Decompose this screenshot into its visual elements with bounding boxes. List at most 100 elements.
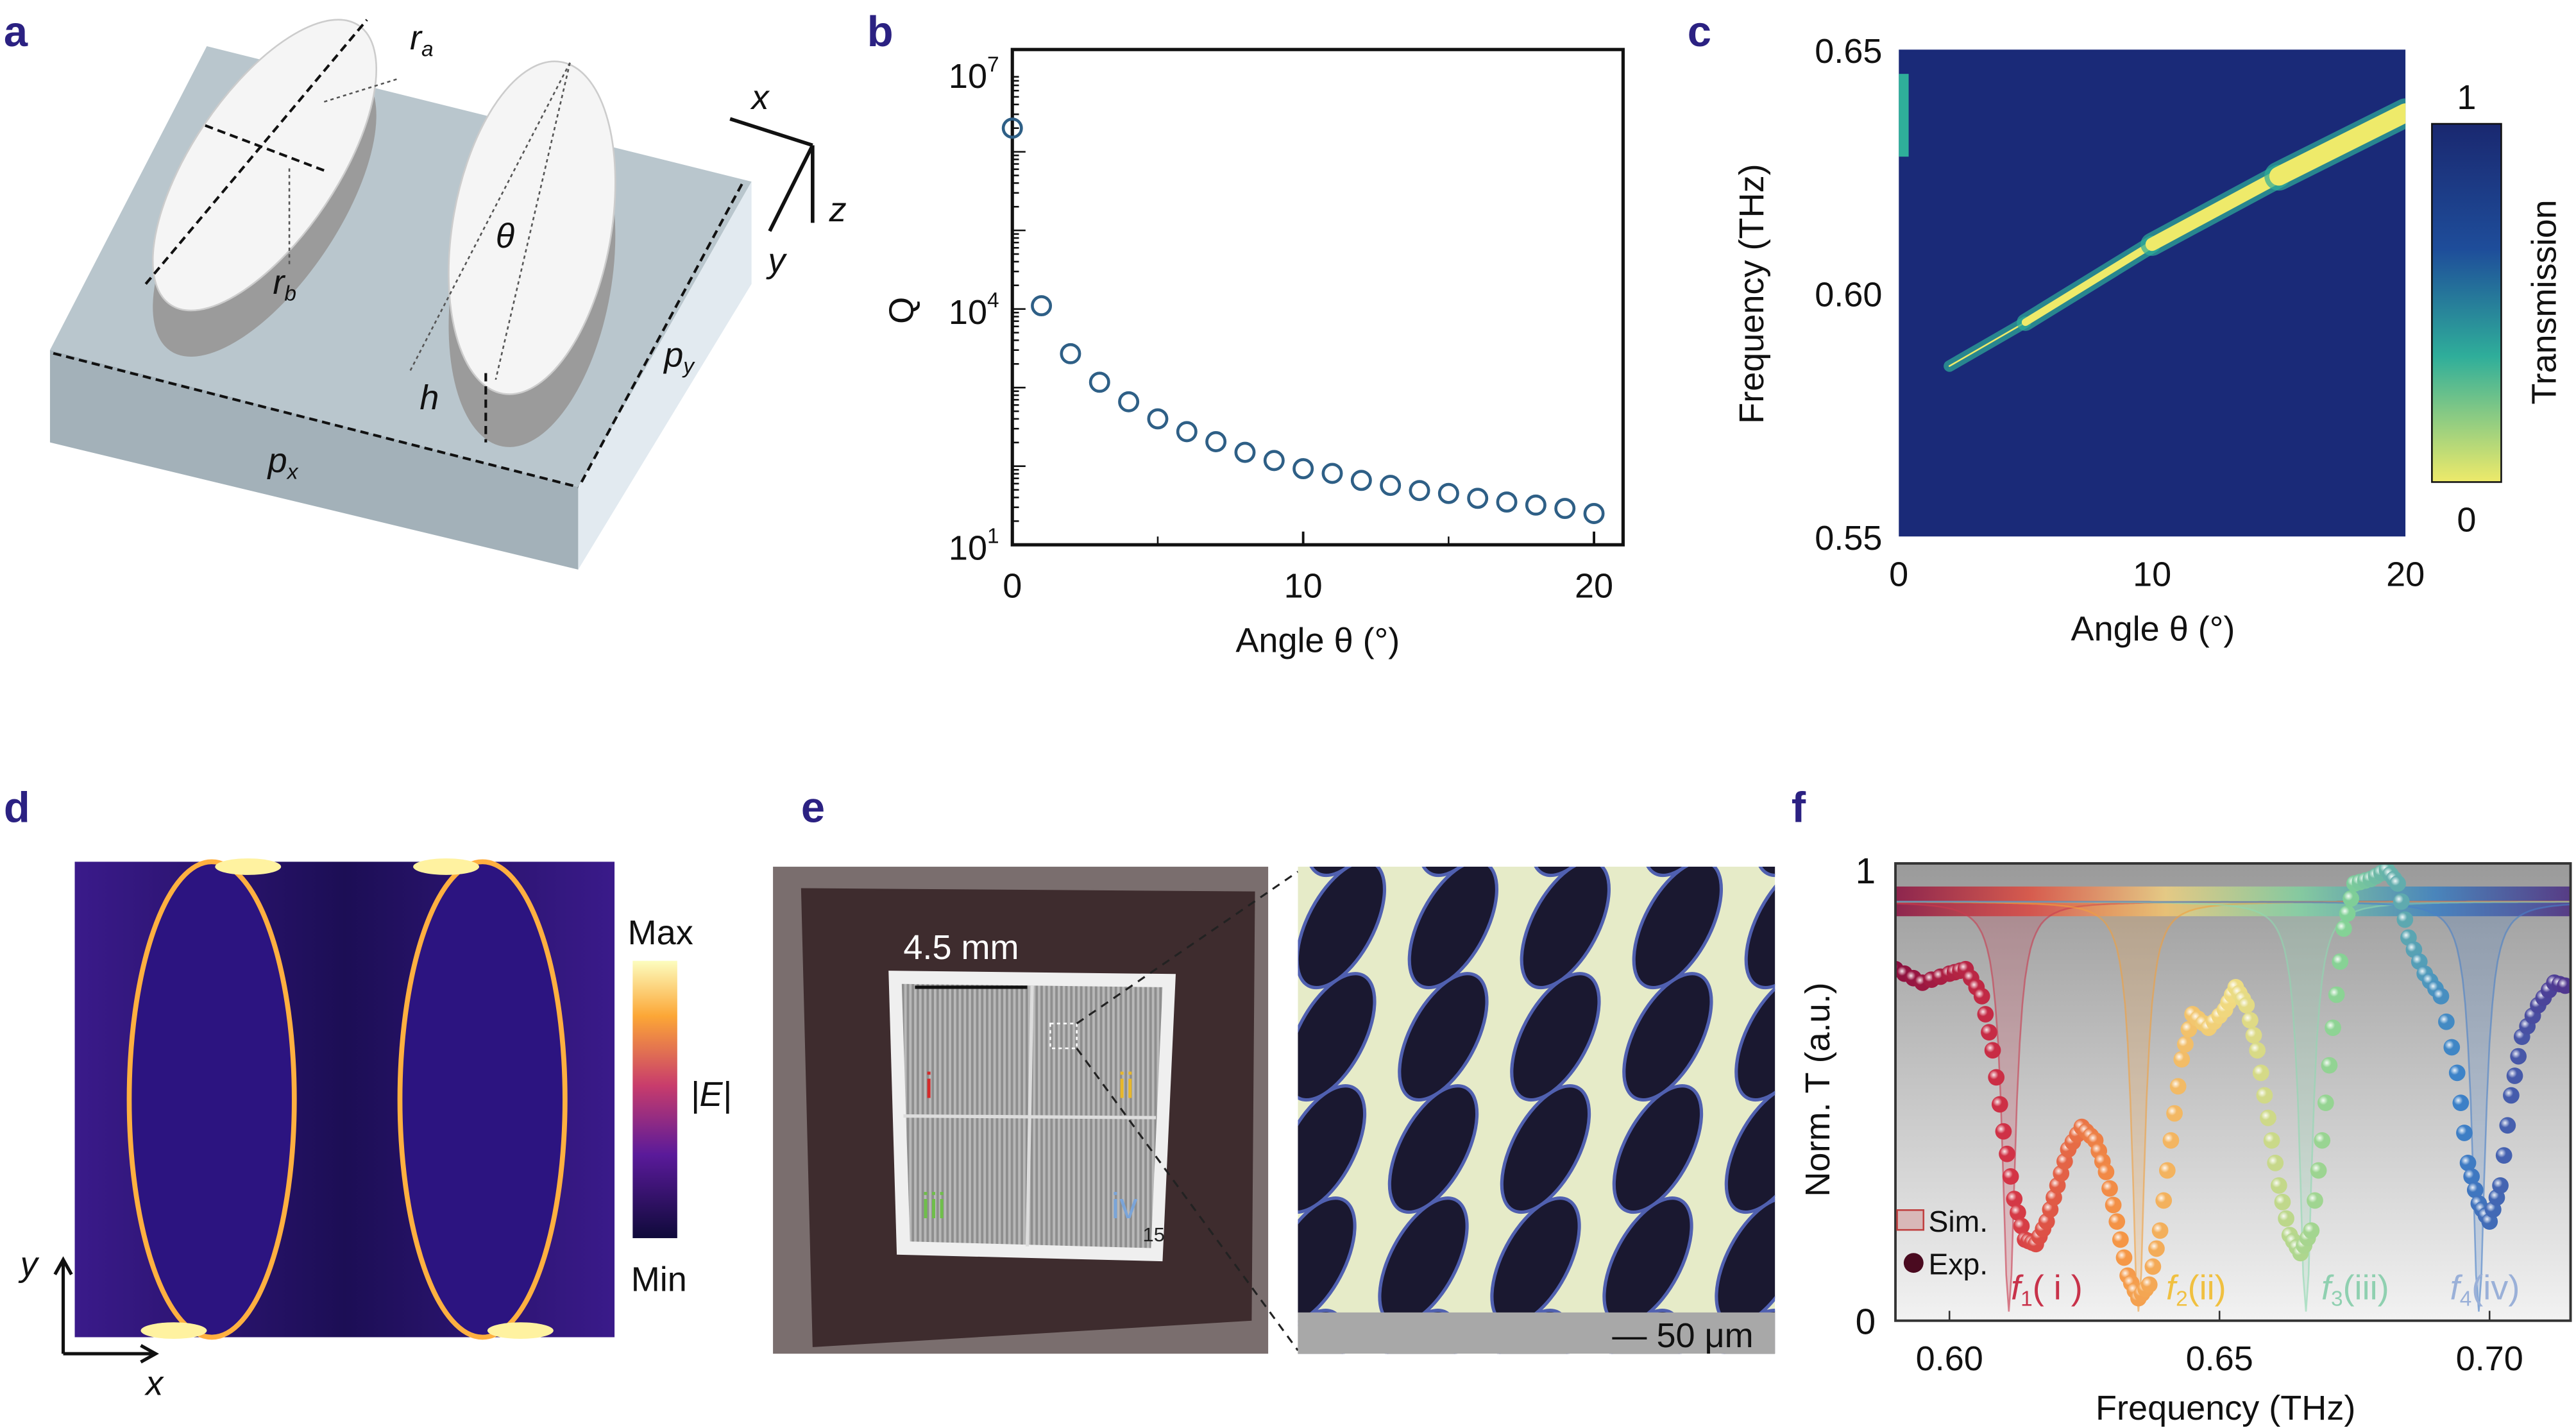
exp-point-highlight bbox=[2252, 1064, 2269, 1082]
y-tick-label: 0.60 bbox=[1815, 275, 1882, 314]
pillar-ellipse bbox=[1298, 972, 1377, 1102]
sample-photo: 4.5 mm i ii iii iv 15 bbox=[773, 867, 1269, 1354]
label-py: py bbox=[663, 336, 695, 378]
axis-ticks-f: 0.60 0.65 0.70 0 1 bbox=[1856, 851, 2523, 1378]
exp-point-highlight bbox=[2173, 1051, 2190, 1068]
mode-label: f4(iv) bbox=[2450, 1268, 2520, 1311]
exp-point-highlight bbox=[2105, 1196, 2122, 1214]
pillar-ellipse bbox=[1724, 1084, 1775, 1214]
label-rb: rb bbox=[273, 263, 296, 305]
axis-x-label: x bbox=[750, 78, 770, 117]
exp-point-highlight bbox=[2242, 1012, 2258, 1029]
panel-label-d: d bbox=[4, 784, 30, 832]
legend-exp-marker bbox=[1903, 1253, 1924, 1273]
exp-point-highlight bbox=[2448, 1064, 2466, 1082]
exp-point-highlight bbox=[2177, 1035, 2194, 1053]
exp-point-highlight bbox=[2245, 1026, 2262, 1044]
panel-label-a: a bbox=[4, 8, 28, 56]
exp-point-highlight bbox=[2249, 1042, 2266, 1059]
x-tick-label: 0.60 bbox=[1916, 1339, 1983, 1378]
exp-point-highlight bbox=[2506, 1067, 2523, 1084]
region-label-ii: ii bbox=[1118, 1065, 1134, 1105]
y-tick-label: 0 bbox=[1856, 1301, 1876, 1341]
y-tick-label: 107 bbox=[949, 53, 999, 96]
exp-point-highlight bbox=[2010, 1204, 2026, 1221]
exp-point-highlight bbox=[2495, 1147, 2512, 1164]
x-tick-label: 0 bbox=[1889, 556, 1908, 594]
exp-point-highlight bbox=[2328, 986, 2345, 1003]
scale-bar-label: — 50 μm bbox=[1612, 1316, 1753, 1355]
panel-label-b: b bbox=[867, 8, 894, 56]
y-axis-label-c: Frequency (THz) bbox=[1733, 164, 1771, 423]
experimental-points bbox=[1895, 863, 2571, 1307]
x-axis-label-c: Angle θ (°) bbox=[2071, 609, 2235, 648]
exp-point-highlight bbox=[2166, 1105, 2183, 1122]
microscope-image: — 50 μm bbox=[1298, 867, 1775, 1355]
exp-point-highlight bbox=[2339, 905, 2356, 922]
x-axis-label-b: Angle θ (°) bbox=[1235, 621, 1400, 659]
data-point bbox=[1437, 482, 1459, 504]
data-point bbox=[1321, 463, 1343, 484]
region-label-iv: iv bbox=[1112, 1186, 1139, 1226]
legend-sim-swatch bbox=[1896, 1209, 1925, 1231]
edge-feature bbox=[1899, 74, 1909, 157]
xy-axes-icon bbox=[53, 1256, 159, 1364]
legend-exp-label: Exp. bbox=[1928, 1248, 1988, 1281]
legend-sim-label: Sim. bbox=[1928, 1205, 1988, 1238]
pillar-ellipse bbox=[1734, 972, 1775, 1102]
exp-point-highlight bbox=[2510, 1048, 2527, 1065]
exp-point-highlight bbox=[2335, 920, 2352, 937]
data-point bbox=[1554, 498, 1576, 520]
panel-label-f: f bbox=[1792, 784, 1806, 832]
resonance-band bbox=[2145, 169, 2285, 251]
axis-y-label: y bbox=[765, 242, 787, 280]
elliptical-pillar-left bbox=[151, 19, 378, 357]
x-tick-label: 0 bbox=[1003, 567, 1022, 606]
label-ra: ra bbox=[410, 19, 434, 61]
x-tick-label: 20 bbox=[1575, 567, 1613, 606]
exp-point-highlight bbox=[1995, 1123, 2012, 1140]
exp-point-highlight bbox=[2274, 1193, 2291, 1211]
exp-point-highlight bbox=[2267, 1154, 2284, 1171]
exp-point-highlight bbox=[1973, 988, 1990, 1005]
exp-point-highlight bbox=[2006, 1191, 2023, 1207]
data-point bbox=[1467, 488, 1489, 509]
data-point bbox=[1409, 480, 1430, 502]
data-point bbox=[1205, 431, 1227, 452]
pillar-ellipse bbox=[1500, 1084, 1591, 1214]
colorbar-min-c: 0 bbox=[2457, 501, 2476, 540]
colorbar-min-d: Min bbox=[631, 1260, 687, 1298]
axis-ticks-b: 0 10 20 107 104 101 bbox=[949, 53, 1613, 606]
data-point bbox=[1001, 117, 1023, 139]
exp-point-highlight bbox=[2463, 1168, 2480, 1185]
y-tick-label: 104 bbox=[949, 289, 999, 332]
label-theta: θ bbox=[496, 217, 514, 255]
y-tick-label: 0.55 bbox=[1815, 519, 1882, 557]
pillar-ellipse bbox=[1407, 867, 1499, 990]
exp-point-highlight bbox=[2278, 1210, 2294, 1227]
sample-size-label: 4.5 mm bbox=[903, 928, 1019, 967]
exp-point-highlight bbox=[2256, 1087, 2273, 1104]
axis-ticks-c: 0 10 20 0.55 0.60 0.65 bbox=[1815, 32, 2425, 594]
pillar-ellipse bbox=[1298, 867, 1387, 990]
exp-point-highlight bbox=[2238, 997, 2255, 1014]
pillar-ellipse bbox=[1612, 1084, 1704, 1214]
data-point bbox=[1350, 470, 1372, 491]
resonance-band bbox=[1948, 321, 2026, 367]
exp-point-highlight bbox=[2002, 1168, 2019, 1185]
label-h: h bbox=[419, 378, 439, 417]
exp-point-highlight bbox=[2466, 1182, 2484, 1198]
exp-point-highlight bbox=[2112, 1231, 2129, 1248]
colorbar-label-c: Transmission bbox=[2525, 200, 2563, 404]
pillar-ellipse bbox=[1632, 867, 1724, 990]
y-axis-label-f: Norm. T (a.u.) bbox=[1799, 982, 1837, 1196]
mode-labels: f1( i ) f2(ii) f3(iii) f4(iv) bbox=[2011, 1268, 2520, 1311]
pillar-ellipse bbox=[1298, 1084, 1367, 1214]
x-axis-label-f: Frequency (THz) bbox=[2096, 1389, 2355, 1427]
exp-point-highlight bbox=[2101, 1180, 2118, 1197]
data-point bbox=[1292, 458, 1314, 480]
exp-point-highlight bbox=[2162, 1132, 2180, 1149]
exp-point-highlight bbox=[2459, 1154, 2477, 1171]
data-point bbox=[1147, 408, 1169, 430]
exp-point-highlight bbox=[2317, 1094, 2334, 1112]
